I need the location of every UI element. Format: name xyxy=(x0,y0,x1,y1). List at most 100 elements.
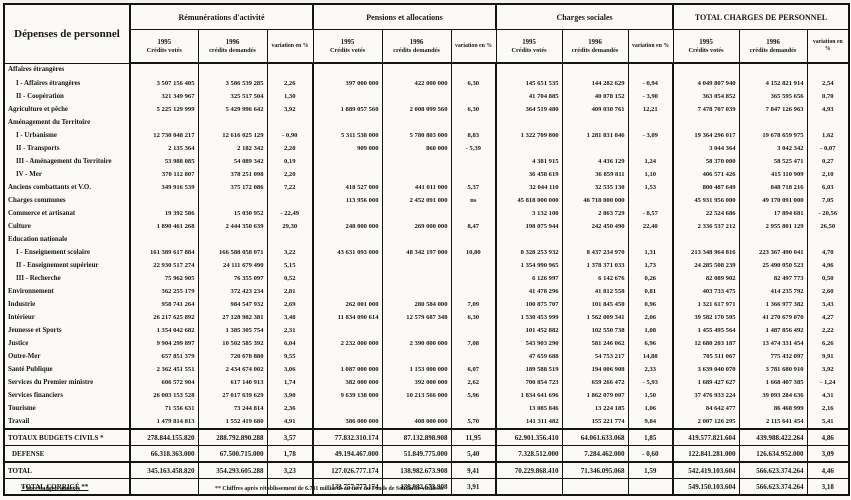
amount-cell: 46 718 000 000 xyxy=(561,194,629,207)
group-header-total-charges: TOTAL CHARGES DE PERSONNEL xyxy=(672,3,850,30)
subheader-1995-votes: 1995 Crédits votés xyxy=(312,29,383,64)
variation-cell: 7,08 xyxy=(450,337,498,350)
variation-cell xyxy=(627,142,675,155)
variation-cell: 1,08 xyxy=(627,324,675,337)
table-body: Affaires étrangères I - Affaires étrangèr… xyxy=(4,63,850,495)
variation-cell: 0,52 xyxy=(266,272,315,285)
variation-cell: 6,30 xyxy=(450,77,498,90)
variation-cell: - 0,90 xyxy=(266,129,315,142)
variation-cell xyxy=(627,116,675,129)
amount-cell: 43 631 093 000 xyxy=(312,246,383,259)
amount-cell: 406 571 426 xyxy=(672,168,740,181)
amount-cell: 1 385 305 754 xyxy=(197,324,267,337)
table-row: Commerce et artisanat 19 392 586 15 030 95… xyxy=(4,207,850,220)
variation-cell: 1,73 xyxy=(627,259,675,272)
variation-cell xyxy=(450,350,498,363)
row-label: TOTAL xyxy=(4,461,131,479)
amount-cell: 386 000 000 xyxy=(312,415,383,429)
amount-cell: 100 875 707 xyxy=(495,298,563,311)
variation-cell xyxy=(627,63,675,77)
row-label: Outre-Mer xyxy=(4,350,131,363)
variation-cell: 4,31 xyxy=(806,389,850,402)
amount-cell: 984 547 932 xyxy=(197,298,267,311)
row-label: IV - Mer xyxy=(4,168,131,181)
amount-cell: 1 281 831 846 xyxy=(561,129,629,142)
variation-cell: - 0,94 xyxy=(627,77,675,90)
table-row: Intérieur 26 217 625 892 27 128 982 381 3,4… xyxy=(4,311,850,324)
amount-cell: 2 434 674 002 xyxy=(197,363,267,376)
table-row: III - Aménagement du Territoire 53 988 08… xyxy=(4,155,850,168)
amount-cell: 657 851 379 xyxy=(129,350,198,363)
amount-cell: 1 862 079 007 xyxy=(561,389,629,402)
variation-cell: - 22,49 xyxy=(266,207,315,220)
variation-cell: 1,24 xyxy=(627,155,675,168)
variation-cell: 3,23 xyxy=(266,461,315,479)
table-row: Aménagement du Territoire xyxy=(4,116,850,129)
table-row: Outre-Mer 657 851 379 720 678 880 9,55 47 65… xyxy=(4,350,850,363)
row-label: Justice xyxy=(4,337,131,350)
amount-cell: 1 087 000 000 xyxy=(312,363,383,376)
amount-cell xyxy=(312,233,383,246)
subheader-variation: variation en % xyxy=(806,29,850,64)
table-row: III - Recherche 75 962 905 76 355 097 0,52 6… xyxy=(4,272,850,285)
variation-cell: 2,54 xyxy=(806,77,850,90)
group-header-remunerations: Rémunérations d'activité xyxy=(129,3,315,30)
amount-cell: 362 255 179 xyxy=(129,285,198,298)
variation-cell: 3,06 xyxy=(266,363,315,376)
subheader-row: 1995 Crédits votés 1996 crédits demandés… xyxy=(4,29,850,64)
amount-cell: 1 552 419 680 xyxy=(197,415,267,429)
amount-cell: 392 000 000 xyxy=(381,376,452,389)
table-row: Environnement 362 255 179 372 423 234 2,81 4… xyxy=(4,285,850,298)
variation-cell: 6,07 xyxy=(450,363,498,376)
amount-cell: 4 436 129 xyxy=(561,155,629,168)
variation-cell: 3,57 xyxy=(266,428,315,446)
variation-cell: 4,91 xyxy=(266,415,315,429)
variation-cell xyxy=(450,259,498,272)
amount-cell: 418 527 000 xyxy=(312,181,383,194)
amount-cell: 262 001 000 xyxy=(312,298,383,311)
amount-cell: 51.849.775.000 xyxy=(381,445,452,462)
amount-cell xyxy=(561,63,629,77)
amount-cell: 542.419.103.604 xyxy=(672,461,740,479)
row-label: II - Coopération xyxy=(4,90,131,103)
row-label: Environnement xyxy=(4,285,131,298)
amount-cell xyxy=(312,272,383,285)
variation-cell: 6,26 xyxy=(806,337,850,350)
amount-cell: 19 364 296 017 xyxy=(672,129,740,142)
amount-cell: 82 089 902 xyxy=(672,272,740,285)
amount-cell: 13 474 331 454 xyxy=(738,337,808,350)
amount-cell: 5 429 996 642 xyxy=(197,103,267,116)
variation-cell xyxy=(806,63,850,77)
amount-cell: 8 328 253 932 xyxy=(495,246,563,259)
amount-cell: 19 678 659 975 xyxy=(738,129,808,142)
amount-cell xyxy=(312,90,383,103)
variation-cell: 1,30 xyxy=(266,90,315,103)
variation-cell: 22,40 xyxy=(627,220,675,233)
amount-cell: 75 962 905 xyxy=(129,272,198,285)
amount-cell: 9 904 299 897 xyxy=(129,337,198,350)
row-label: I - Enseignement scolaire xyxy=(4,246,131,259)
variation-cell xyxy=(266,116,315,129)
subheader-variation: variation en % xyxy=(627,29,674,64)
row-label: TOTAUX BUDGETS CIVILS * xyxy=(4,428,131,446)
variation-cell: 8,83 xyxy=(450,129,498,142)
amount-cell: 22 524 686 xyxy=(672,207,740,220)
amount-cell: 71 556 631 xyxy=(129,402,198,415)
row-label: Travail xyxy=(4,415,131,429)
amount-cell xyxy=(381,285,452,298)
amount-cell xyxy=(381,324,452,337)
amount-cell xyxy=(738,116,808,129)
variation-cell: 0,19 xyxy=(266,155,315,168)
variation-cell xyxy=(450,285,498,298)
amount-cell: 566.623.374.264 xyxy=(738,478,808,495)
row-label: II - Enseignement supérieur xyxy=(4,259,131,272)
table-row: Services financiers 26 003 153 528 27 017 … xyxy=(4,389,850,402)
amount-cell: 378 251 098 xyxy=(197,168,267,181)
amount-cell: 15 030 952 xyxy=(197,207,267,220)
amount-cell: 12 579 687 348 xyxy=(381,311,452,324)
amount-cell: 7 478 707 039 xyxy=(672,103,740,116)
variation-cell xyxy=(266,63,315,77)
scanned-budget-table-page: Dépenses de personnel Rémunérations d'ac… xyxy=(0,3,851,500)
amount-cell xyxy=(312,324,383,337)
table-row: Justice 9 904 299 897 10 502 585 392 6,04 2 … xyxy=(4,337,850,350)
